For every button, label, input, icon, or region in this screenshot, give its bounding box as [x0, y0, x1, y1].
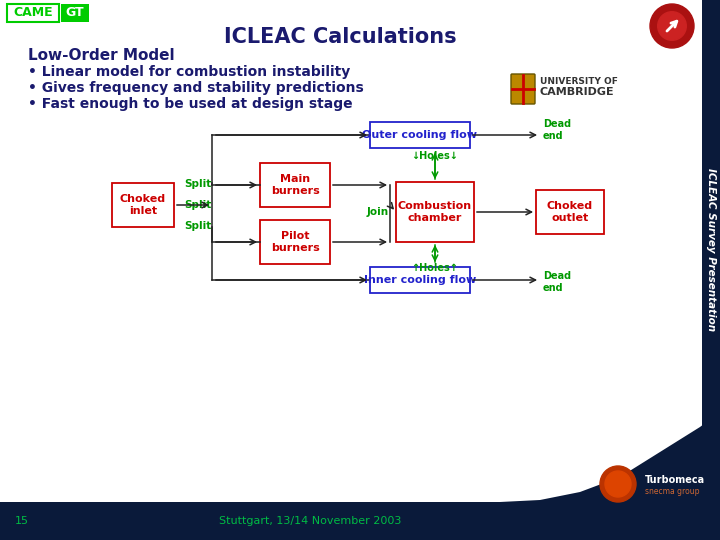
Text: Stuttgart, 13/14 November 2003: Stuttgart, 13/14 November 2003 [219, 516, 401, 526]
Text: Low-Order Model: Low-Order Model [28, 48, 175, 63]
Text: ↑Holes↑: ↑Holes↑ [412, 263, 459, 273]
Circle shape [600, 466, 636, 502]
Text: 15: 15 [15, 516, 29, 526]
Bar [7, 4, 59, 22]
Text: Combustion
chamber: Combustion chamber [398, 201, 472, 223]
Text: Choked
outlet: Choked outlet [547, 201, 593, 223]
Text: Main
burners: Main burners [271, 174, 320, 196]
Circle shape [650, 4, 694, 48]
FancyBboxPatch shape [511, 74, 535, 104]
Text: snecma group: snecma group [645, 488, 700, 496]
Text: Inner cooling flow: Inner cooling flow [364, 275, 476, 285]
Text: CAMBRIDGE: CAMBRIDGE [540, 87, 615, 97]
Bar [112, 183, 174, 227]
Text: Dead
end: Dead end [543, 119, 571, 141]
Text: UNIVERSITY OF: UNIVERSITY OF [540, 77, 618, 85]
Text: Choked
inlet: Choked inlet [120, 194, 166, 216]
Text: ICLEAC Survey Presentation: ICLEAC Survey Presentation [706, 168, 716, 332]
Text: CAME: CAME [13, 6, 53, 19]
Bar [0, 502, 720, 540]
Bar [702, 0, 720, 502]
Text: Outer cooling flow: Outer cooling flow [362, 130, 477, 140]
Text: Turbomeca: Turbomeca [645, 475, 705, 485]
Text: Split: Split [184, 200, 212, 210]
Text: • Gives frequency and stability predictions: • Gives frequency and stability predicti… [28, 81, 364, 95]
Bar [396, 182, 474, 242]
Bar [260, 163, 330, 207]
Bar [370, 267, 470, 293]
Text: GT: GT [66, 6, 84, 19]
Text: Join: Join [367, 207, 389, 217]
Text: • Fast enough to be used at design stage: • Fast enough to be used at design stage [28, 97, 353, 111]
Bar [370, 122, 470, 148]
Circle shape [605, 471, 631, 497]
Bar [536, 190, 604, 234]
Bar [61, 4, 89, 22]
Text: • Linear model for combustion instability: • Linear model for combustion instabilit… [28, 65, 350, 79]
Text: Pilot
burners: Pilot burners [271, 231, 320, 253]
Text: Split: Split [184, 179, 212, 189]
Bar [260, 220, 330, 264]
Text: Dead
end: Dead end [543, 271, 571, 293]
Text: Split: Split [184, 221, 212, 231]
Polygon shape [0, 412, 720, 540]
Text: ↓Holes↓: ↓Holes↓ [412, 151, 459, 161]
Circle shape [657, 12, 686, 40]
Text: ICLEAC Calculations: ICLEAC Calculations [224, 27, 456, 47]
